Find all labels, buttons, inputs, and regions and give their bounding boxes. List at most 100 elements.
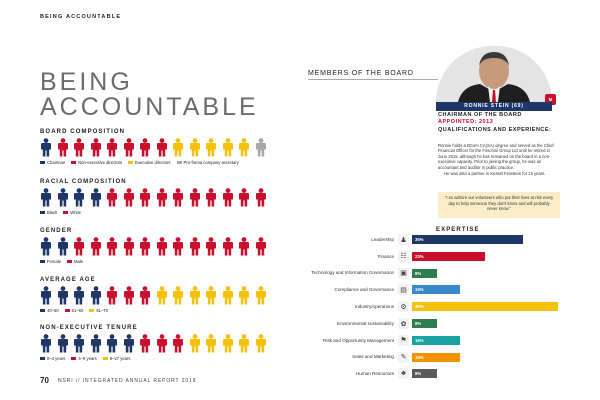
person-icon: [239, 286, 249, 305]
expertise-label: Finance: [377, 253, 394, 259]
expertise-bar-track: 15%: [412, 335, 560, 345]
person-icon: [57, 334, 68, 353]
average-age-people: [40, 286, 310, 305]
expertise-bar: 15%: [412, 335, 460, 345]
person-icon: [206, 237, 216, 256]
person-icon: [107, 286, 117, 305]
tenure-group: NON-EXECUTIVE TENURE 0–4 years 4–9 years 9…: [40, 325, 310, 361]
person-icon: [123, 138, 134, 157]
racial-composition-legend: Black White: [40, 210, 310, 215]
legend-item: Non-executive directors: [71, 160, 122, 165]
tenure-people: [40, 334, 310, 353]
person-icon: [57, 286, 68, 305]
member-bio: Ronnie holds a BCom CA(SA) degree and se…: [438, 143, 560, 177]
expertise-bar-track: 8%: [412, 268, 560, 278]
person-icon: [74, 334, 84, 353]
legend-item: 61–70: [89, 308, 108, 313]
person-icon: [222, 286, 233, 305]
person-icon: [239, 334, 249, 353]
expertise-bar: 15%: [412, 352, 460, 362]
legend-item: Female: [40, 259, 61, 264]
legend-item: 0–4 years: [40, 356, 65, 361]
board-composition-title: BOARD COMPOSITION: [40, 129, 126, 135]
average-age-group: AVERAGE AGE 40–50 51–60 61–70: [40, 277, 310, 313]
expertise-row: Technology and Information Governance ▣ 8%: [300, 267, 560, 279]
expertise-label: Sales and Marketing: [352, 354, 394, 360]
expertise-bar: 8%: [412, 268, 438, 278]
racial-composition-title: RACIAL COMPOSITION: [40, 179, 127, 185]
legend-label: Non-executive directors: [78, 160, 123, 165]
person-icon: [173, 237, 183, 256]
legend-label: 0–4 years: [47, 356, 66, 361]
legend-swatch: [89, 309, 95, 312]
person-icon: [222, 138, 233, 157]
member-bio-paragraph: He was also a partner in Kessel Feinstei…: [444, 171, 546, 177]
legend-label: White: [70, 210, 81, 215]
expertise-row: Industry/operations ⚙ 46%: [300, 301, 560, 313]
legend-label: Chairman: [47, 160, 66, 165]
legend-label: Executive directors: [135, 160, 171, 165]
sales-icon: ✎: [398, 351, 409, 363]
section-tag: BEING ACCOUNTABLE: [40, 14, 122, 20]
member-photo: [436, 46, 552, 102]
expertise-bar-track: 46%: [412, 302, 560, 312]
person-icon: [206, 138, 216, 157]
board-composition-legend: Chairman Non-executive directors Executive…: [40, 160, 310, 165]
sustainability-icon: ✿: [398, 318, 409, 329]
legend-item: 40–50: [40, 308, 59, 313]
legend-item: Male: [66, 259, 83, 264]
legend-item: 51–60: [64, 308, 84, 313]
person-icon: [41, 237, 51, 256]
person-icon: [156, 334, 167, 353]
person-icon: [156, 286, 167, 305]
person-icon: [41, 334, 51, 353]
person-icon: [107, 334, 117, 353]
person-icon: [74, 138, 84, 157]
person-icon: [140, 286, 150, 305]
person-icon: [239, 237, 249, 256]
expertise-bar: 15%: [412, 285, 460, 295]
person-icon: [222, 334, 233, 353]
legend-swatch: [128, 161, 134, 164]
legend-item: White: [63, 210, 81, 215]
person-icon: [123, 237, 134, 256]
legend-item: 4–9 years: [71, 356, 97, 361]
legend-swatch: [40, 211, 45, 214]
person-icon: [255, 237, 266, 256]
member-role: CHAIRMAN OF THE BOARD: [438, 112, 522, 118]
person-icon: [173, 138, 183, 157]
racial-composition-people: [40, 188, 310, 207]
compliance-icon: ▤: [398, 284, 409, 296]
expertise-row: Risk and Opportunity Management ⚑ 15%: [300, 334, 560, 346]
qualifications-title: QUALIFICATIONS AND EXPERIENCE:: [438, 127, 552, 133]
person-icon: [107, 138, 117, 157]
legend-label: 51–60: [71, 308, 84, 313]
member-badge: M: [545, 94, 556, 105]
tenure-title: NON-EXECUTIVE TENURE: [40, 325, 138, 331]
person-icon: [255, 188, 266, 207]
person-icon: [107, 188, 117, 207]
person-icon: [156, 188, 167, 207]
person-icon: [222, 188, 233, 207]
person-icon: [41, 286, 51, 305]
legend-swatch: [66, 260, 72, 263]
gender-people: [40, 237, 310, 256]
legend-swatch: [64, 309, 70, 312]
legend-swatch: [102, 357, 108, 360]
expertise-label: Industry/operations: [354, 303, 394, 309]
legend-swatch: [71, 357, 77, 360]
expertise-bar: 8%: [412, 319, 438, 328]
legend-swatch: [40, 357, 45, 360]
legend-item: Black: [40, 210, 57, 215]
person-icon: [57, 188, 68, 207]
expertise-row: Compliance and Governance ▤ 15%: [300, 284, 560, 296]
person-icon: [173, 334, 183, 353]
expertise-label: Leadership: [371, 236, 394, 242]
board-composition-group: BOARD COMPOSITION Chairman Non-executive …: [40, 129, 310, 165]
expertise-bar-track: 35%: [412, 235, 560, 244]
expertise-label: Human Resources: [355, 371, 394, 377]
person-icon: [57, 138, 68, 157]
person-icon: [189, 334, 200, 353]
person-icon: [189, 188, 200, 207]
person-icon: [123, 286, 134, 305]
